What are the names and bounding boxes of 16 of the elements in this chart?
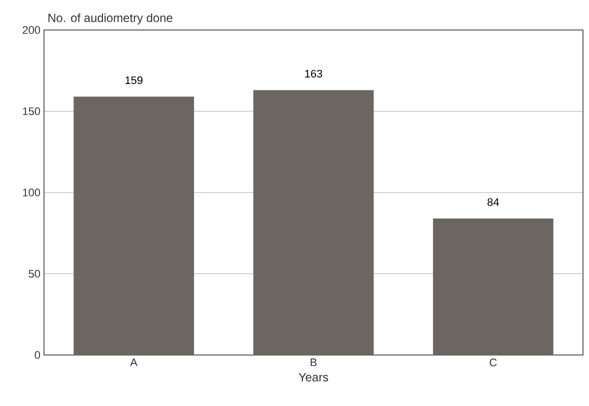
data-label: 163 <box>305 70 322 78</box>
data-label: 159 <box>126 76 142 84</box>
y-tick-label: 200 <box>22 26 40 34</box>
data-label: 84 <box>488 198 499 206</box>
x-tick-label: C <box>490 358 497 366</box>
y-axis-title: No. of audiometry done <box>48 13 172 24</box>
y-tick-label: 50 <box>28 270 40 278</box>
y-tick-label: 0 <box>34 351 40 359</box>
y-tick-label: 100 <box>23 188 40 196</box>
bar <box>74 96 194 355</box>
bar <box>432 218 554 355</box>
bar <box>253 90 374 355</box>
x-tick-label: A <box>130 358 138 366</box>
y-tick-label: 150 <box>23 107 40 116</box>
x-axis-title: Years <box>298 373 328 382</box>
x-tick-label: B <box>310 358 317 366</box>
